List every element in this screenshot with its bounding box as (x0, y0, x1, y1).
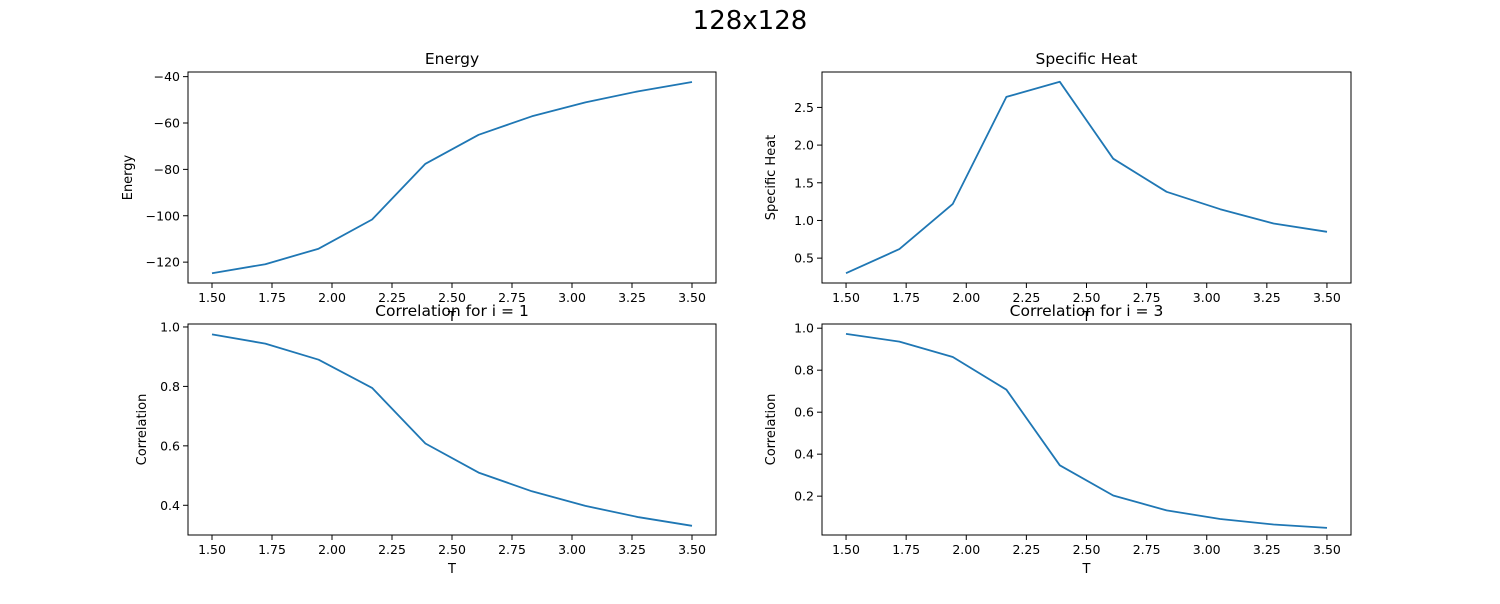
x-tick-label: 1.75 (258, 290, 286, 305)
x-tick-label: 3.00 (1193, 542, 1221, 557)
x-tick-label: 2.75 (1133, 290, 1161, 305)
axes-frame (821, 323, 1352, 536)
x-tick-label: 2.50 (438, 542, 466, 557)
x-tick-label: 2.25 (378, 542, 406, 557)
series-line (211, 333, 693, 527)
y-tick-label: −40 (154, 69, 180, 84)
y-axis-label: Energy (121, 154, 136, 200)
x-tick-label: 2.50 (1073, 290, 1101, 305)
y-tick-label: 0.4 (794, 447, 814, 462)
x-axis-label: T (1082, 310, 1091, 325)
axes-frame (187, 71, 717, 284)
y-tick-label: −100 (146, 208, 180, 223)
x-tick-label: 1.50 (198, 542, 226, 557)
y-tick-label: 1.5 (794, 175, 814, 190)
series-line (211, 81, 693, 275)
subplot-title: Specific Heat (1035, 50, 1137, 68)
x-tick-label: 1.75 (892, 290, 920, 305)
subplot-title: Correlation for i = 3 (1010, 302, 1164, 320)
x-tick-label: 2.50 (438, 290, 466, 305)
x-tick-label: 3.00 (558, 290, 586, 305)
x-tick-label: 3.50 (1313, 542, 1341, 557)
x-tick-label: 3.00 (1193, 290, 1221, 305)
y-axis-label: Correlation (135, 394, 150, 466)
x-tick-label: 2.25 (1012, 542, 1040, 557)
x-tick-label: 2.00 (952, 290, 980, 305)
series-line (845, 333, 1328, 529)
x-tick-label: 1.50 (832, 290, 860, 305)
y-tick-label: −80 (154, 162, 180, 177)
x-tick-label: 3.25 (1253, 542, 1281, 557)
figure-title: 128x128 (692, 6, 808, 36)
y-tick-label: 1.0 (794, 213, 814, 228)
x-tick-label: 3.25 (1253, 290, 1281, 305)
x-axis-label: T (1082, 562, 1091, 577)
x-tick-label: 3.50 (678, 542, 706, 557)
x-tick-label: 1.50 (832, 542, 860, 557)
x-tick-label: 2.75 (498, 290, 526, 305)
x-tick-label: 2.75 (498, 542, 526, 557)
x-tick-label: 3.50 (1313, 290, 1341, 305)
x-tick-label: 3.00 (558, 542, 586, 557)
x-tick-label: 2.75 (1133, 542, 1161, 557)
y-tick-label: 0.5 (794, 251, 814, 266)
y-tick-label: 0.6 (794, 405, 814, 420)
y-tick-label: 2.0 (794, 138, 814, 153)
x-axis-label: T (447, 310, 456, 325)
x-tick-label: 2.25 (378, 290, 406, 305)
x-tick-label: 2.00 (318, 290, 346, 305)
x-tick-label: 1.75 (258, 542, 286, 557)
subplot-title: Energy (425, 50, 479, 68)
x-tick-label: 2.50 (1073, 542, 1101, 557)
subplot-1: 1.50 1.75 2.00 2.25 2.50 2.75 3.00 3.25 3.50 −120… (121, 50, 717, 325)
y-tick-label: 0.8 (794, 363, 814, 378)
subplot-3: 1.50 1.75 2.00 2.25 2.50 2.75 3.00 3.25 3.50 0.4 0… (135, 302, 717, 577)
y-axis-label: Specific Heat (764, 135, 779, 221)
x-tick-label: 3.25 (618, 290, 646, 305)
y-tick-label: 1.0 (160, 319, 180, 334)
axes-frame (821, 71, 1352, 284)
subplot-4: 1.50 1.75 2.00 2.25 2.50 2.75 3.00 3.25 3.50 0.2 0… (764, 302, 1352, 577)
x-tick-label: 1.50 (198, 290, 226, 305)
y-axis-label: Correlation (764, 394, 779, 466)
x-axis-label: T (447, 562, 456, 577)
x-tick-label: 2.25 (1012, 290, 1040, 305)
axes-frame (187, 323, 717, 536)
y-tick-label: 1.0 (794, 321, 814, 336)
x-tick-label: 3.50 (678, 290, 706, 305)
y-tick-label: 0.4 (160, 498, 180, 513)
x-tick-label: 2.00 (952, 542, 980, 557)
series-line (845, 80, 1328, 275)
x-tick-label: 3.25 (618, 542, 646, 557)
subplot-title: Correlation for i = 1 (375, 302, 529, 320)
y-tick-label: 2.5 (794, 100, 814, 115)
subplot-2: 1.50 1.75 2.00 2.25 2.50 2.75 3.00 3.25 3.50 0.5 1… (764, 50, 1352, 325)
y-tick-label: 0.6 (160, 438, 180, 453)
y-tick-label: −60 (154, 116, 180, 131)
y-tick-label: 0.8 (160, 379, 180, 394)
x-tick-label: 1.75 (892, 542, 920, 557)
y-tick-label: −120 (146, 255, 180, 270)
x-tick-label: 2.00 (318, 542, 346, 557)
y-tick-label: 0.2 (794, 489, 814, 504)
